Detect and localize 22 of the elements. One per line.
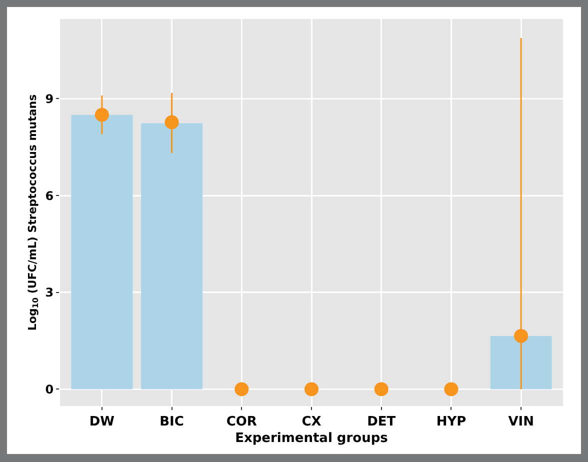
point [94,108,109,122]
y-tick-label: 9 [45,92,54,106]
bar [71,114,133,390]
x-tick-label: DW [89,414,114,430]
point [234,382,249,396]
point [304,382,318,396]
y-tick-label: 6 [45,188,54,203]
point [374,382,388,396]
x-tick-label: HYP [436,414,466,430]
point [444,382,458,396]
point [164,115,179,130]
x-tick-label: BIC [160,414,184,430]
x-axis-title: Experimental groups [235,431,388,446]
x-tick-label: DET [367,414,396,430]
x-tick-label: VIN [508,414,534,430]
bar [141,123,203,390]
point [514,328,528,343]
x-tick-label: COR [226,414,257,430]
y-tick-label: 3 [45,286,54,300]
bar [490,336,552,390]
y-tick-label: 0 [45,382,54,396]
x-tick-label: CX [302,414,322,430]
